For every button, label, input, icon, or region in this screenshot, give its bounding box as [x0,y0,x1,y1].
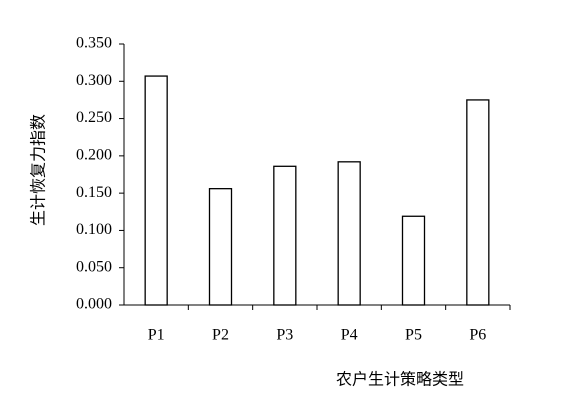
bar [401,215,426,306]
x-axis-label: 农户生计策略类型 [336,371,464,389]
y-tick-label: 0.100 [76,221,112,238]
bar [208,188,233,306]
y-tick-label: 0.050 [76,258,112,275]
x-tick-label: P2 [212,327,229,344]
y-tick-label: 0.200 [76,147,112,164]
y-tick-label: 0.300 [76,72,112,89]
bar [144,75,168,306]
y-tick-label: 0.350 [76,35,112,52]
x-tick-label: P4 [341,327,358,344]
y-tick-label: 0.150 [76,184,112,201]
bar [273,165,297,306]
x-tick-label: P5 [405,327,422,344]
x-tick-label: P1 [148,327,165,344]
y-axis-label: 生计恢复力指数 [30,114,48,226]
x-tick-label: P6 [469,327,486,344]
y-tick-label: 0.000 [76,296,112,313]
y-tick-label: 0.250 [76,109,112,126]
x-tick-label: P3 [276,327,293,344]
bar [466,99,490,306]
bar [337,161,361,306]
